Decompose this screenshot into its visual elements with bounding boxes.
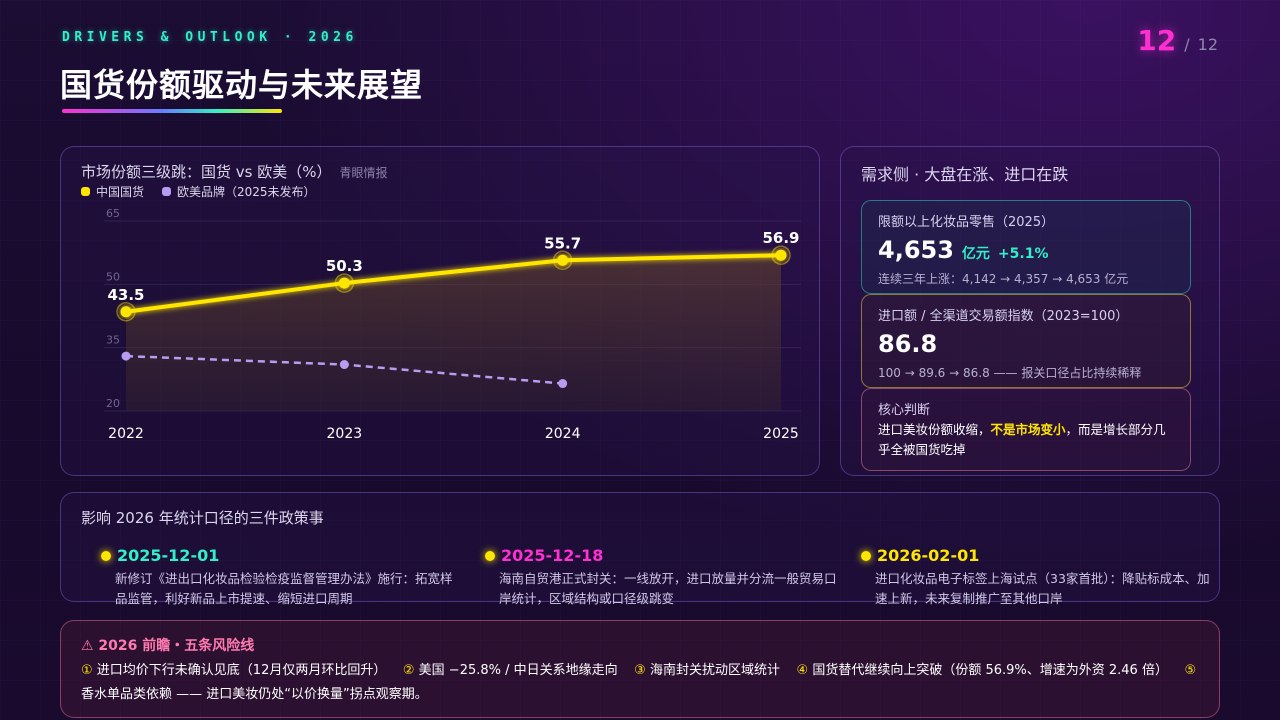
policy-event-desc: 海南自贸港正式封关：一线放开，进口放量并分流一般贸易口岸统计，区域结构或口径级跳… — [499, 571, 837, 606]
data-label: 55.7 — [544, 234, 581, 252]
section-kicker: DRIVERS & OUTLOOK · 2026 — [62, 30, 358, 45]
risk-panel-title: ⚠ 2026 前瞻・五条风险线 — [81, 638, 255, 654]
retail-sales-value: 4,653 — [878, 236, 954, 264]
risk-item: ③ 海南封关扰动区域统计 — [634, 663, 780, 678]
legend-swatch-western — [162, 187, 172, 196]
policy-event-desc: 进口化妆品电子标签上海试点（33家首批）：降贴标成本、加速上新，未来复制推广至其… — [875, 571, 1210, 606]
import-index-value: 86.8 — [878, 330, 938, 358]
market-share-chart-panel: 市场份额三级跳：国货 vs 欧美（%） 青眼情报 中国国货 欧美品牌（2025未发… — [60, 146, 820, 476]
chart-source: 青眼情报 — [339, 166, 388, 180]
retail-sales-value-row: 4,653 亿元 +5.1% — [878, 236, 1174, 264]
import-index-note: 100 → 89.6 → 86.8 —— 报关口径占比持续稀释 — [878, 366, 1142, 380]
risk-text: 进口均价下行未确认见底（12月仅两月环比回升） — [96, 663, 387, 678]
chart-title: 市场份额三级跳：国货 vs 欧美（%） 青眼情报 — [81, 161, 388, 182]
domestic-point — [120, 306, 132, 318]
data-label: 50.3 — [326, 257, 363, 275]
legend-swatch-domestic — [81, 187, 90, 196]
core-judgement-highlight: 不是市场变小 — [990, 422, 1066, 437]
legend-label-domestic: 中国国货 — [96, 185, 145, 199]
risk-number: ① — [81, 663, 93, 678]
timeline-dot-icon — [861, 550, 871, 561]
retail-sales-card: 限额以上化妆品零售（2025） 4,653 亿元 +5.1% 连续三年上涨：4,… — [861, 200, 1191, 294]
timeline-dot-icon — [485, 550, 495, 561]
risk-number: ⑤ — [1184, 663, 1197, 678]
chart-legend: 中国国货 欧美品牌（2025未发布） — [81, 183, 316, 200]
core-judgement-label: 核心判断 — [878, 403, 931, 418]
x-tick-label: 2024 — [545, 426, 581, 442]
risk-outlook-panel: ⚠ 2026 前瞻・五条风险线 ① 进口均价下行未确认见底（12月仅两月环比回升… — [60, 620, 1220, 718]
western-point — [339, 360, 349, 370]
policy-events-panel: 影响 2026 年统计口径的三件政策事 2025-12-01 新修订《进出口化妆… — [60, 492, 1220, 606]
western-point — [121, 351, 131, 361]
y-tick-label: 65 — [106, 207, 120, 220]
retail-sales-note: 连续三年上涨：4,142 → 4,357 → 4,653 亿元 — [878, 272, 1129, 286]
risk-text: 香水单品类依赖 —— 进口美妆仍处“以价换量”拐点观察期。 — [81, 687, 428, 702]
risk-number: ② — [402, 663, 415, 678]
import-index-label: 进口额 / 全渠道交易额指数（2023=100） — [878, 309, 1129, 324]
y-tick-label: 50 — [106, 270, 120, 283]
page-total: 12 — [1197, 35, 1218, 54]
legend-item-western[interactable]: 欧美品牌（2025未发布） — [162, 183, 316, 200]
domestic-point-ring — [116, 302, 136, 322]
retail-sales-growth: +5.1% — [997, 246, 1049, 262]
domestic-point-ring — [771, 245, 791, 265]
risk-item: ② 美国 −25.8% / 中日关系地缘走向 — [403, 663, 618, 678]
policy-event: 2025-12-01 新修订《进出口化妆品检验检疫监督管理办法》施行：拓宽样品监… — [101, 546, 461, 609]
domestic-point — [775, 249, 787, 261]
core-judgement-text-before: 进口美妆份额收缩， — [878, 422, 991, 437]
timeline-dot-icon — [101, 550, 111, 561]
policy-event-date: 2026-02-01 — [877, 546, 980, 565]
policy-event-head: 2026-02-01 — [861, 546, 1221, 565]
import-index-value-row: 86.8 — [878, 330, 1174, 358]
risk-text: 美国 −25.8% / 中日关系地缘走向 — [418, 663, 618, 678]
risk-number: ④ — [796, 663, 809, 678]
x-tick-label: 2025 — [763, 426, 799, 442]
policy-event-date: 2025-12-18 — [501, 546, 604, 565]
domestic-point — [338, 277, 350, 289]
domestic-point-ring — [552, 250, 573, 271]
core-judgement-text: 进口美妆份额收缩，不是市场变小，而是增长部分几乎全被国货吃掉 — [878, 420, 1174, 460]
policy-event-head: 2025-12-01 — [101, 546, 461, 565]
domestic-area — [126, 255, 781, 411]
policy-event-head: 2025-12-18 — [485, 546, 845, 565]
x-tick-label: 2022 — [108, 426, 144, 442]
demand-side-panel: 需求侧 · 大盘在涨、进口在跌 限额以上化妆品零售（2025） 4,653 亿元… — [840, 146, 1220, 476]
policy-event-date: 2025-12-01 — [117, 546, 220, 565]
page-indicator: 12 / 12 — [1137, 24, 1218, 57]
x-tick-label: 2023 — [327, 426, 363, 442]
policy-panel-title: 影响 2026 年统计口径的三件政策事 — [81, 509, 324, 527]
risk-item: ④ 国货替代继续向上突破（份额 56.9%、增速为外资 2.46 倍） — [797, 663, 1168, 678]
policy-event: 2026-02-01 进口化妆品电子标签上海试点（33家首批）：降贴标成本、加速… — [861, 546, 1221, 609]
domestic-series-line — [125, 253, 782, 314]
risk-text: 海南封关扰动区域统计 — [649, 663, 780, 678]
core-judgement-card: 核心判断 进口美妆份额收缩，不是市场变小，而是增长部分几乎全被国货吃掉 — [861, 388, 1191, 471]
core-judgement-text-after: ，而是增长部分几乎全被国货吃掉 — [878, 422, 1166, 457]
risk-item: ⑤ 香水单品类依赖 —— 进口美妆仍处“以价换量”拐点观察期。 — [81, 663, 1196, 702]
domestic-point-ring — [334, 273, 355, 293]
retail-sales-label: 限额以上化妆品零售（2025） — [878, 215, 1055, 230]
data-label: 56.9 — [762, 229, 799, 247]
western-point — [558, 379, 568, 389]
y-tick-label: 35 — [106, 334, 120, 347]
domestic-point — [557, 254, 569, 266]
policy-event-desc: 新修订《进出口化妆品检验检疫监督管理办法》施行：拓宽样品监管，利好新品上市提速、… — [115, 571, 453, 606]
risk-text: 国货替代继续向上突破（份额 56.9%、增速为外资 2.46 倍） — [812, 663, 1168, 678]
page-current: 12 — [1137, 24, 1177, 57]
policy-event: 2025-12-18 海南自贸港正式封关：一线放开，进口放量并分流一般贸易口岸统… — [485, 546, 845, 609]
import-index-card: 进口额 / 全渠道交易额指数（2023=100） 86.8 100 → 89.6… — [861, 294, 1191, 388]
title-underline — [62, 109, 282, 113]
chart-title-text: 市场份额三级跳：国货 vs 欧美（%） — [81, 163, 332, 181]
data-label: 43.5 — [107, 286, 144, 304]
y-tick-label: 20 — [106, 397, 120, 410]
retail-sales-unit: 亿元 — [961, 246, 990, 262]
page-title: 国货份额驱动与未来展望 — [60, 66, 424, 104]
legend-item-domestic[interactable]: 中国国货 — [81, 183, 144, 200]
risk-list: ① 进口均价下行未确认见底（12月仅两月环比回升） ② 美国 −25.8% / … — [81, 659, 1211, 707]
risk-number: ③ — [634, 663, 646, 678]
risk-item: ① 进口均价下行未确认见底（12月仅两月环比回升） — [81, 663, 386, 678]
market-share-line-chart: 43.5 50.3 55.7 56.9 20 35 50 65 2022 2023 2024 202… — [104, 207, 801, 442]
page-separator: / — [1184, 35, 1190, 54]
demand-panel-title: 需求侧 · 大盘在涨、进口在跌 — [861, 165, 1069, 184]
legend-label-western: 欧美品牌（2025未发布） — [177, 185, 316, 199]
